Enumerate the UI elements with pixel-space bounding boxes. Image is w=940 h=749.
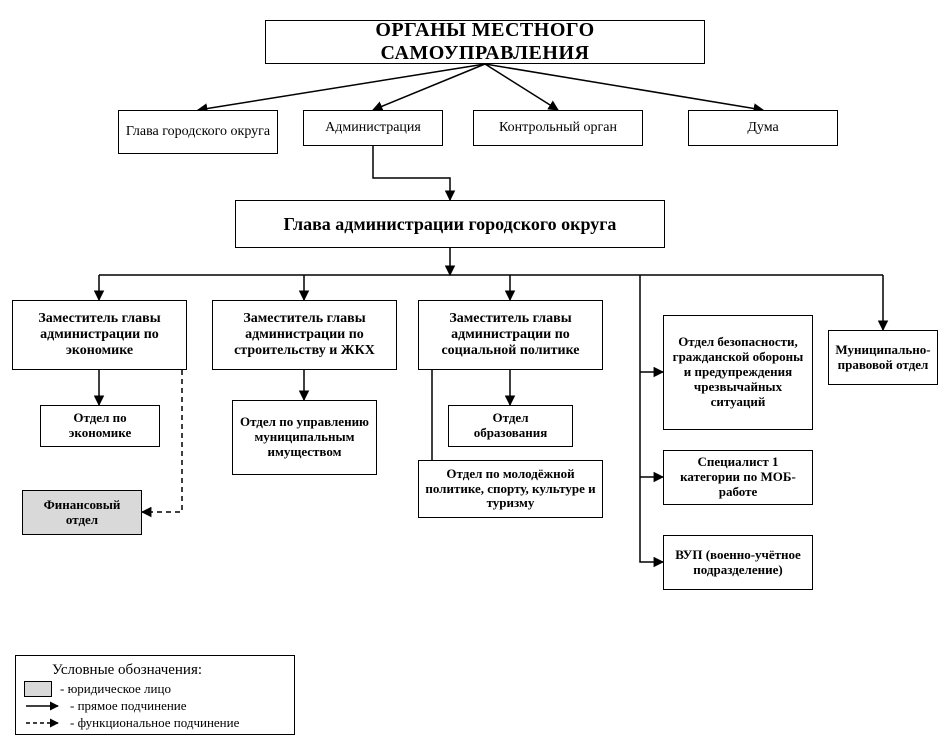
legend-row-solid: - прямое подчинение [24,698,286,714]
legend-label: - прямое подчинение [70,698,187,714]
legend: Условные обозначения: - юридическое лицо… [15,655,295,735]
node-admin: Администрация [303,110,443,146]
node-dept-legal: Муниципально-правовой отдел [828,330,938,385]
node-duma: Дума [688,110,838,146]
legend-dashed-arrow-icon [24,716,62,730]
node-dept-fin: Финансовый отдел [22,490,142,535]
node-dept-safety: Отдел безопасности, гражданской обороны … [663,315,813,430]
node-head-city: Глава городского округа [118,110,278,154]
legend-solid-arrow-icon [24,699,62,713]
node-vup: ВУП (военно-учётное подразделение) [663,535,813,590]
node-dep-econ: Заместитель главы администрации по эконо… [12,300,187,370]
node-dept-econ: Отдел по экономике [40,405,160,447]
node-root: ОРГАНЫ МЕСТНОГО САМОУПРАВЛЕНИЯ [265,20,705,64]
node-head-admin: Глава администрации городского округа [235,200,665,248]
node-dept-prop: Отдел по управлению муниципальным имущес… [232,400,377,475]
legend-label: - функциональное подчинение [70,715,239,731]
legend-title: Условные обозначения: [52,662,286,679]
node-dep-build: Заместитель главы администрации по строи… [212,300,397,370]
legend-label: - юридическое лицо [60,681,171,697]
legend-swatch-icon [24,681,52,697]
node-dept-youth: Отдел по молодёжной политике, спорту, ку… [418,460,603,518]
node-dept-edu: Отдел образования [448,405,573,447]
org-chart-canvas: ОРГАНЫ МЕСТНОГО САМОУПРАВЛЕНИЯ Глава гор… [0,0,940,749]
node-control: Контрольный орган [473,110,643,146]
node-spec-mob: Специалист 1 категории по МОБ-работе [663,450,813,505]
legend-row-dashed: - функциональное подчинение [24,715,286,731]
node-dep-social: Заместитель главы администрации по социа… [418,300,603,370]
legend-row-swatch: - юридическое лицо [24,681,286,697]
